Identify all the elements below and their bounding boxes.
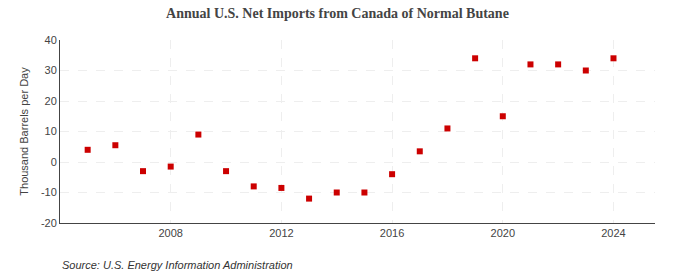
svg-text:0: 0 bbox=[51, 156, 57, 168]
svg-text:-10: -10 bbox=[41, 186, 57, 198]
svg-text:30: 30 bbox=[45, 64, 57, 76]
svg-text:2020: 2020 bbox=[491, 227, 515, 239]
svg-text:2012: 2012 bbox=[269, 227, 293, 239]
svg-text:Thousand Barrels per Day: Thousand Barrels per Day bbox=[18, 67, 30, 196]
svg-text:-20: -20 bbox=[41, 217, 57, 229]
svg-text:2008: 2008 bbox=[158, 227, 182, 239]
svg-text:2024: 2024 bbox=[601, 227, 625, 239]
svg-text:40: 40 bbox=[45, 34, 57, 46]
svg-text:Annual U.S. Net Imports from C: Annual U.S. Net Imports from Canada of N… bbox=[166, 6, 509, 21]
svg-text:Source: U.S. Energy Informatio: Source: U.S. Energy Information Administ… bbox=[62, 259, 293, 271]
svg-text:10: 10 bbox=[45, 125, 57, 137]
svg-text:2016: 2016 bbox=[380, 227, 404, 239]
svg-text:20: 20 bbox=[45, 95, 57, 107]
